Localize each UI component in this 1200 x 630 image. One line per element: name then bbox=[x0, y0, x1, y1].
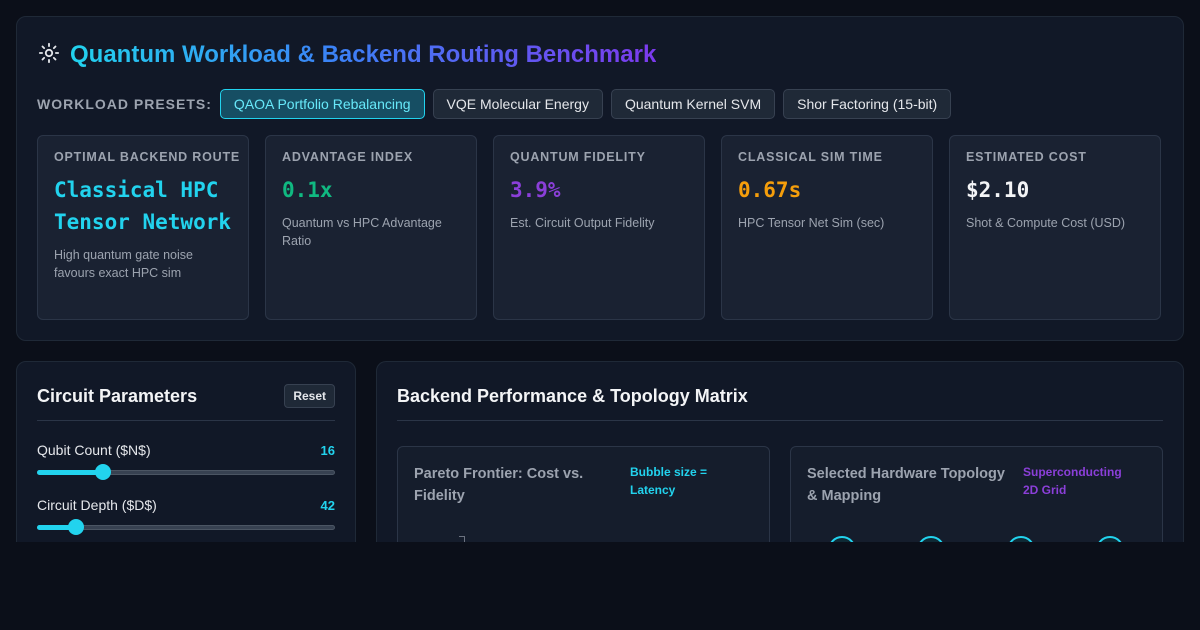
sun-gear-icon bbox=[38, 42, 60, 69]
circuit-depth-param: Circuit Depth ($D$) 42 bbox=[37, 497, 335, 535]
metric-quantum-fidelity: QUANTUM FIDELITY 3.9% Est. Circuit Outpu… bbox=[493, 135, 705, 320]
preset-vqe-button[interactable]: VQE Molecular Energy bbox=[432, 89, 603, 119]
metric-value: $2.10 bbox=[966, 178, 1030, 202]
title-row: Quantum Workload & Backend Routing Bench… bbox=[38, 41, 656, 69]
param-label: Qubit Count ($N$) bbox=[37, 442, 151, 458]
panel-title: Backend Performance & Topology Matrix bbox=[397, 386, 748, 406]
divider bbox=[397, 420, 1163, 421]
slider-thumb[interactable] bbox=[67, 519, 84, 535]
param-value: 16 bbox=[320, 442, 335, 458]
slider-fill bbox=[37, 525, 76, 530]
chart-axis bbox=[459, 536, 465, 546]
card-note: Superconducting 2D Grid bbox=[1023, 465, 1122, 497]
param-label: Circuit Depth ($D$) bbox=[37, 497, 157, 513]
circuit-depth-slider[interactable] bbox=[37, 519, 335, 535]
viewport-cutoff bbox=[0, 542, 1200, 630]
card-title: Pareto Frontier: Cost vs. Fidelity bbox=[414, 466, 584, 504]
card-title: Selected Hardware Topology & Mapping bbox=[807, 466, 1005, 504]
preset-qaoa-button[interactable]: QAOA Portfolio Rebalancing bbox=[219, 89, 425, 119]
metric-subtext: HPC Tensor Net Sim (sec) bbox=[738, 216, 885, 230]
preset-kernel-svm-button[interactable]: Quantum Kernel SVM bbox=[610, 89, 776, 119]
slider-thumb[interactable] bbox=[94, 464, 111, 480]
metric-value: Classical HPC Tensor Network bbox=[54, 178, 232, 234]
card-note: Bubble size = Latency bbox=[630, 465, 708, 497]
metric-subtext: Shot & Compute Cost (USD) bbox=[966, 216, 1126, 230]
metric-optimal-route: OPTIMAL BACKEND ROUTE Classical HPC Tens… bbox=[37, 135, 249, 320]
metric-label: ESTIMATED COST bbox=[966, 150, 1087, 164]
header-panel: Quantum Workload & Backend Routing Bench… bbox=[16, 16, 1184, 341]
panel-header: Circuit Parameters Reset bbox=[37, 384, 335, 408]
metric-value: 0.1x bbox=[282, 178, 333, 202]
param-value: 42 bbox=[320, 497, 335, 513]
metric-value: 0.67s bbox=[738, 178, 802, 202]
slider-fill bbox=[37, 470, 103, 475]
panel-title: Circuit Parameters bbox=[37, 385, 198, 406]
metric-subtext: High quantum gate noise favours exact HP… bbox=[54, 248, 193, 280]
metric-label: CLASSICAL SIM TIME bbox=[738, 150, 883, 164]
qubit-count-param: Qubit Count ($N$) 16 bbox=[37, 442, 335, 480]
circuit-parameters-panel: Circuit Parameters Reset Qubit Count ($N… bbox=[16, 361, 356, 630]
divider bbox=[37, 420, 335, 421]
preset-shor-button[interactable]: Shor Factoring (15-bit) bbox=[783, 89, 952, 119]
metric-classical-sim-time: CLASSICAL SIM TIME 0.67s HPC Tensor Net … bbox=[721, 135, 933, 320]
metrics-row: OPTIMAL BACKEND ROUTE Classical HPC Tens… bbox=[37, 135, 1161, 320]
presets-label: WORKLOAD PRESETS: bbox=[37, 96, 212, 112]
metric-advantage-index: ADVANTAGE INDEX 0.1x Quantum vs HPC Adva… bbox=[265, 135, 477, 320]
metric-value: 3.9% bbox=[510, 178, 561, 202]
metric-label: ADVANTAGE INDEX bbox=[282, 150, 413, 164]
reset-button[interactable]: Reset bbox=[284, 384, 335, 408]
workload-presets: WORKLOAD PRESETS: QAOA Portfolio Rebalan… bbox=[37, 89, 952, 119]
qubit-count-slider[interactable] bbox=[37, 464, 335, 480]
metric-label: QUANTUM FIDELITY bbox=[510, 150, 646, 164]
metric-label: OPTIMAL BACKEND ROUTE bbox=[54, 150, 241, 164]
metric-subtext: Quantum vs HPC Advantage Ratio bbox=[282, 216, 442, 248]
app-title: Quantum Workload & Backend Routing Bench… bbox=[70, 41, 657, 68]
metric-estimated-cost: ESTIMATED COST $2.10 Shot & Compute Cost… bbox=[949, 135, 1161, 320]
metric-subtext: Est. Circuit Output Fidelity bbox=[510, 216, 655, 230]
